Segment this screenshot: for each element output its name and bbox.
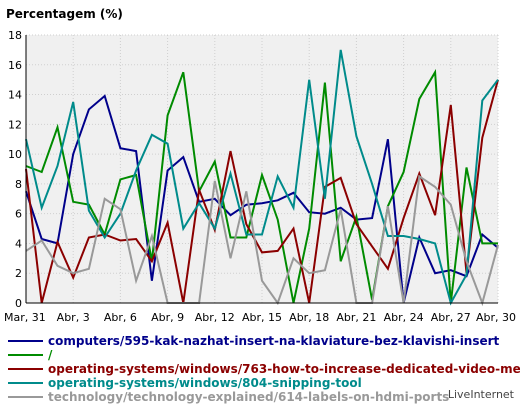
y-tick-labels: 0 2 4 6 8 10 12 14 16 18 <box>8 29 22 310</box>
y-tick-label: 10 <box>8 148 22 161</box>
legend-item-2: / <box>8 348 520 362</box>
series-line-1 <box>25 94 499 304</box>
legend-swatch <box>8 382 43 384</box>
series-line-5 <box>25 174 499 307</box>
y-tick-label: 18 <box>8 29 22 42</box>
series-lines <box>25 49 499 307</box>
legend-label: operating-systems/windows/804-snipping-t… <box>48 376 362 390</box>
legend-item-5: technology/technology-explained/614-labe… <box>8 390 520 404</box>
y-tick-label: 12 <box>8 118 22 131</box>
legend-label: technology/technology-explained/614-labe… <box>48 390 450 404</box>
y-tick-label: 4 <box>15 237 22 250</box>
y-tick-label: 14 <box>8 89 22 102</box>
x-tick-label: Mar, 31 <box>4 311 46 324</box>
y-tick-label: 0 <box>15 297 22 310</box>
x-tick-labels: Mar, 31 Abr, 3 Abr, 6 Abr, 9 Abr, 12 Abr, 15 A… <box>4 311 516 324</box>
y-tick-label: 6 <box>15 208 22 221</box>
series-line-4 <box>25 49 499 306</box>
x-tick-label: Abr, 18 <box>289 311 329 324</box>
legend-swatch <box>8 368 43 370</box>
x-tick-label: Abr, 30 <box>476 311 516 324</box>
chart-title: Percentagem (%) <box>6 7 123 21</box>
x-tick-label: Abr, 9 <box>151 311 184 324</box>
x-tick-label: Abr, 12 <box>195 311 235 324</box>
x-tick-label: Abr, 6 <box>104 311 137 324</box>
plot-area <box>26 35 498 303</box>
y-tick-label: 16 <box>8 59 22 72</box>
legend-swatch <box>8 354 43 356</box>
legend-item-4: operating-systems/windows/804-snipping-t… <box>8 376 520 390</box>
x-tick-label: Abr, 27 <box>431 311 471 324</box>
y-tick-label: 2 <box>15 267 22 280</box>
x-tick-label: Abr, 3 <box>57 311 90 324</box>
legend-swatch <box>8 340 43 342</box>
x-tick-label: Abr, 24 <box>384 311 424 324</box>
legend-label: operating-systems/windows/763-how-to-inc… <box>48 362 520 376</box>
legend-label: / <box>48 348 53 362</box>
y-tick-label: 8 <box>15 178 22 191</box>
series-line-3 <box>25 79 499 304</box>
legend-label: computers/595-kak-nazhat-insert-na-klavi… <box>48 334 500 348</box>
legend-item-3: operating-systems/windows/763-how-to-inc… <box>8 362 520 376</box>
watermark-liveinternet: LiveInternet <box>447 388 514 401</box>
legend-swatch <box>8 396 43 398</box>
x-tick-label: Abr, 21 <box>336 311 376 324</box>
legend-item-1: computers/595-kak-nazhat-insert-na-klavi… <box>8 334 520 348</box>
x-tick-label: Abr, 15 <box>242 311 282 324</box>
